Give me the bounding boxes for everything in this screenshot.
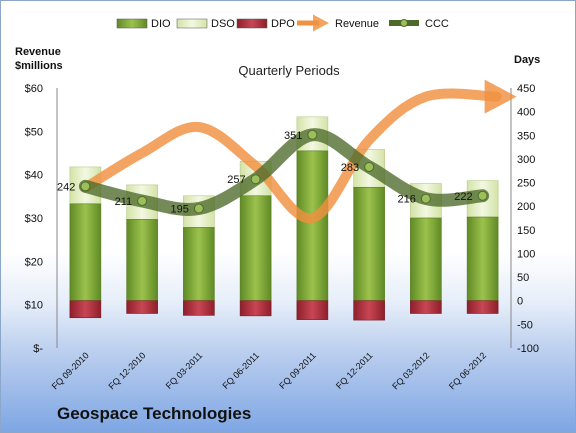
dio-bar: [410, 217, 442, 302]
dio-bar: [69, 203, 102, 302]
ccc-point: [193, 203, 204, 214]
dpo-bar: [126, 300, 158, 314]
dio-bar: [296, 150, 329, 302]
category-label: FQ 03-2011: [164, 350, 205, 391]
legend-marker: [400, 19, 408, 27]
ccc-point: [250, 174, 261, 185]
left-axis-title-line2: $millions: [15, 60, 63, 72]
ccc-data-label: 351: [284, 130, 302, 142]
dio-bar: [183, 227, 215, 302]
ccc-line: [78, 128, 490, 216]
right-axis-title: Days: [514, 54, 540, 66]
legend-label: DIO: [151, 18, 171, 30]
ccc-point: [420, 193, 431, 204]
ccc-point: [477, 190, 488, 201]
right-tick-label: 250: [517, 178, 535, 190]
left-tick-label: $-: [33, 343, 43, 355]
ccc-data-label: 283: [341, 162, 359, 174]
dpo-bar: [410, 300, 442, 314]
left-tick-label: $20: [25, 256, 43, 268]
ccc-data-label: 195: [171, 204, 189, 216]
right-tick-label: 0: [517, 296, 523, 308]
dpo-bar: [69, 300, 102, 319]
right-axis: -100 -50 0 50 100 150 200 250 300 350 400 450: [517, 83, 539, 355]
category-label: FQ 09-2011: [277, 350, 318, 391]
ccc-point: [137, 195, 148, 206]
ccc-point: [364, 161, 375, 172]
ccc-data-label: 242: [57, 181, 75, 193]
ccc-data-label: 257: [227, 174, 245, 186]
dpo-bar: [353, 300, 385, 321]
chart-title: Quarterly Periods: [238, 63, 340, 78]
left-tick-label: $60: [25, 83, 43, 95]
category-label: FQ 12-2010: [107, 350, 148, 391]
right-tick-label: -50: [517, 319, 533, 331]
ccc-point: [307, 129, 318, 140]
data-labels: 242 211 195 257 351 283 216 222: [57, 130, 473, 216]
category-label: FQ 12-2011: [334, 350, 375, 391]
category-label: FQ 06-2012: [447, 350, 488, 391]
company-name: Geospace Technologies: [57, 404, 252, 423]
legend-label: DSO: [211, 18, 235, 30]
category-label: FQ 09-2010: [50, 350, 91, 391]
legend-swatch: [236, 18, 268, 29]
legend-label: Revenue: [335, 18, 379, 30]
ccc-data-label: 222: [454, 191, 472, 203]
revenue-line: [80, 79, 517, 224]
left-tick-label: $50: [25, 126, 43, 138]
dio-bar: [239, 195, 272, 302]
dio-bar: [466, 216, 499, 302]
legend-label: CCC: [425, 18, 449, 30]
left-tick-label: $30: [25, 213, 43, 225]
dio-bar: [126, 219, 158, 302]
dpo-bar: [296, 300, 329, 320]
dpo-bar: [466, 300, 499, 314]
left-tick-label: $10: [25, 300, 43, 312]
right-tick-label: 150: [517, 225, 535, 237]
lines: [78, 79, 517, 224]
category-axis: FQ 09-2010 FQ 12-2010 FQ 03-2011 FQ 06-2011…: [50, 350, 488, 391]
right-tick-label: 200: [517, 201, 535, 213]
ccc-data-label: 211: [115, 196, 133, 208]
right-tick-label: 300: [517, 154, 535, 166]
right-tick-label: 450: [517, 83, 535, 95]
legend: DIO DSO DPO Revenue CCC: [116, 14, 449, 32]
left-tick-label: $40: [25, 170, 43, 182]
right-tick-label: 350: [517, 130, 535, 142]
right-tick-label: -100: [517, 343, 539, 355]
right-tick-label: 100: [517, 248, 535, 260]
left-axis-title-line1: Revenue: [15, 46, 61, 58]
ccc-point: [80, 181, 91, 192]
dio-bar: [353, 186, 385, 302]
legend-swatch: [176, 18, 208, 29]
category-label: FQ 06-2011: [220, 350, 261, 391]
right-tick-label: 400: [517, 107, 535, 119]
right-tick-label: 50: [517, 272, 529, 284]
dpo-bar: [183, 300, 215, 316]
legend-swatch: [116, 18, 148, 29]
category-label: FQ 03-2012: [390, 350, 431, 391]
dpo-bar: [239, 300, 272, 317]
left-axis: $- $10 $20 $30 $40 $50 $60: [25, 83, 44, 355]
ccc-data-label: 216: [398, 194, 416, 206]
legend-label: DPO: [271, 18, 295, 30]
